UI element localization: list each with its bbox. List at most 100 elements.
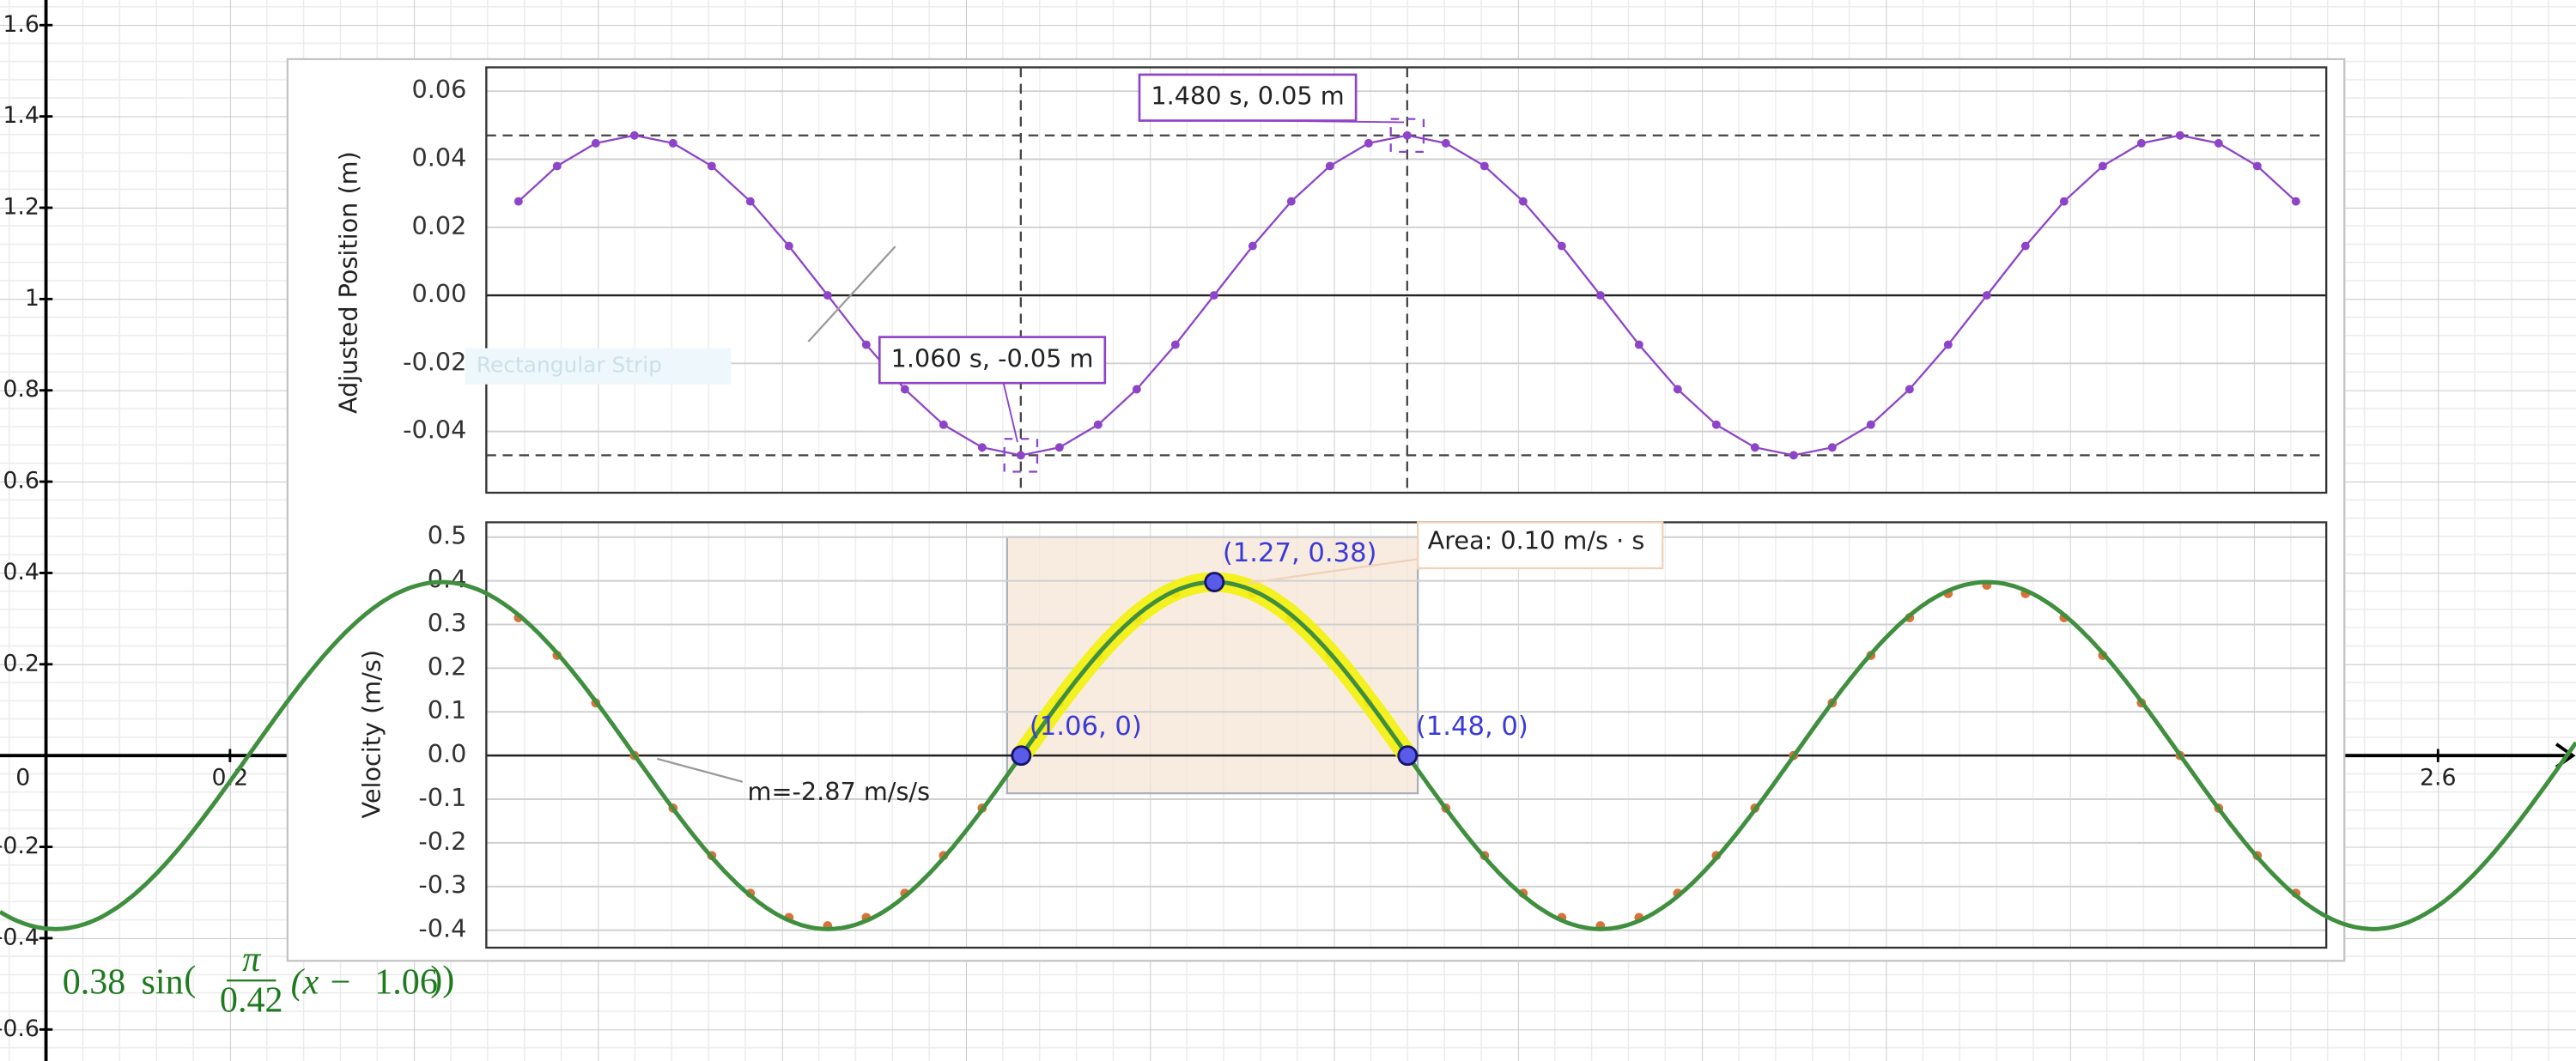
data-point bbox=[2291, 197, 2300, 206]
data-point bbox=[629, 130, 639, 140]
data-point bbox=[2136, 138, 2146, 148]
marker-bracket bbox=[1003, 438, 1039, 473]
y-tick-label: 0.5 bbox=[428, 521, 467, 550]
data-point bbox=[707, 161, 716, 171]
data-point bbox=[552, 161, 562, 171]
y-axis-title: Adjusted Position (m) bbox=[334, 151, 363, 414]
plot-frame bbox=[485, 521, 2328, 949]
data-point bbox=[1325, 161, 1334, 171]
y-tick-label: 0.02 bbox=[411, 211, 466, 240]
y-tick-label: -0.4 bbox=[418, 914, 466, 943]
annotation-label: 1.060 s, -0.05 m bbox=[891, 343, 1094, 373]
y-tick-label: 0.4 bbox=[428, 565, 467, 594]
data-point bbox=[1209, 291, 1218, 300]
data-point bbox=[1016, 451, 1025, 460]
x-tick-label: 0.2 bbox=[212, 764, 249, 791]
data-point bbox=[1093, 420, 1103, 429]
formula-paren: ( bbox=[184, 959, 196, 999]
data-point bbox=[1982, 291, 1991, 300]
y-tick-label: 1 bbox=[25, 285, 39, 312]
leader-line bbox=[1002, 382, 1018, 443]
formula-paren: )) bbox=[430, 959, 454, 999]
point-label: (1.06, 0) bbox=[1030, 712, 1142, 742]
y-tick-label: -0.4 bbox=[0, 924, 39, 950]
data-point bbox=[1054, 443, 1064, 452]
y-tick-label: -0.2 bbox=[0, 833, 39, 859]
data-point bbox=[1905, 385, 1914, 394]
data-point bbox=[2098, 161, 2107, 171]
overlay: (1.06, 0) (1.27, 0.38) (1.48, 0) bbox=[0, 538, 2576, 931]
data-point bbox=[2252, 161, 2262, 171]
y-tick-label: 0.8 bbox=[3, 376, 39, 403]
y-tick-label: 1.4 bbox=[3, 102, 39, 129]
data-point bbox=[1634, 340, 1643, 349]
data-point bbox=[823, 291, 832, 300]
function-curve bbox=[0, 579, 2576, 931]
area-label-box bbox=[1417, 521, 1664, 570]
data-point bbox=[1286, 197, 1296, 206]
data-point bbox=[1711, 420, 1721, 429]
y-tick-label: -0.6 bbox=[0, 1016, 39, 1042]
y-tick-label: 1.6 bbox=[3, 11, 39, 38]
point-label: (1.48, 0) bbox=[1416, 712, 1528, 742]
y-tick-label: 0.4 bbox=[3, 559, 39, 585]
y-tick-label: -0.3 bbox=[418, 870, 466, 900]
y-tick-label: 0.0 bbox=[428, 739, 467, 768]
data-point bbox=[2059, 197, 2069, 206]
y-tick-label: -0.04 bbox=[403, 415, 466, 445]
data-point bbox=[1248, 241, 1257, 251]
tangent-line bbox=[807, 246, 896, 343]
y-tick-label: 1.2 bbox=[3, 193, 39, 220]
data-point bbox=[2175, 130, 2184, 140]
data-point bbox=[861, 340, 871, 349]
y-axis-title: Velocity (m/s) bbox=[356, 650, 386, 819]
data-point bbox=[939, 420, 948, 429]
point bbox=[1204, 572, 1225, 593]
data-point bbox=[1518, 197, 1528, 206]
watermark-box bbox=[465, 348, 732, 385]
data-point bbox=[1943, 340, 1953, 349]
data-point bbox=[1402, 130, 1412, 140]
y-tick-label: -0.02 bbox=[403, 347, 466, 376]
data-point bbox=[1595, 291, 1605, 300]
data-point bbox=[1132, 385, 1141, 394]
data-point bbox=[1479, 161, 1489, 171]
annotation-box bbox=[1138, 73, 1358, 122]
y-tick-label: 0.1 bbox=[428, 695, 467, 725]
formula-amplitude: 0.38 bbox=[63, 962, 126, 1003]
formula-divisor: 0.42 bbox=[220, 980, 283, 1021]
data-point bbox=[900, 385, 909, 394]
point bbox=[1397, 745, 1419, 767]
data-point bbox=[2020, 241, 2030, 251]
y-tick-label: 0.2 bbox=[428, 652, 467, 681]
y-tick-label: -0.1 bbox=[418, 783, 466, 812]
data-point bbox=[1827, 443, 1837, 452]
formula-shift: 1.06 bbox=[374, 962, 438, 1003]
watermark: Rectangular Strip bbox=[477, 353, 662, 378]
data-point bbox=[1866, 420, 1875, 429]
formula-function: sin bbox=[142, 962, 184, 1003]
data-point bbox=[1170, 340, 1180, 349]
x-tick-label: 0 bbox=[15, 764, 30, 791]
y-tick-label: 0.3 bbox=[428, 608, 467, 637]
formula-variable: (x − bbox=[291, 962, 353, 1003]
leader-line bbox=[1248, 557, 1424, 585]
data-point bbox=[1750, 443, 1759, 452]
data-point bbox=[1364, 138, 1373, 148]
area-label: Area: 0.10 m/s · s bbox=[1428, 525, 1645, 555]
data-point bbox=[1441, 138, 1450, 148]
y-tick-label: 0.6 bbox=[3, 468, 39, 494]
data-point bbox=[784, 241, 793, 251]
data-point bbox=[745, 197, 755, 206]
y-tick-label: 0.2 bbox=[3, 650, 39, 676]
y-tick-label: 0.06 bbox=[411, 75, 466, 104]
marker-bracket bbox=[1389, 118, 1425, 154]
annotation-label: 1.480 s, 0.05 m bbox=[1151, 82, 1344, 111]
data-point bbox=[2214, 138, 2223, 148]
data-point bbox=[668, 138, 677, 148]
data-point bbox=[977, 443, 987, 452]
y-tick-label: -0.2 bbox=[418, 827, 466, 856]
formula: 0.38 sin ( π 0.42 (x − 1.06 )) bbox=[63, 939, 455, 1021]
y-tick-label: 0.00 bbox=[411, 279, 466, 308]
